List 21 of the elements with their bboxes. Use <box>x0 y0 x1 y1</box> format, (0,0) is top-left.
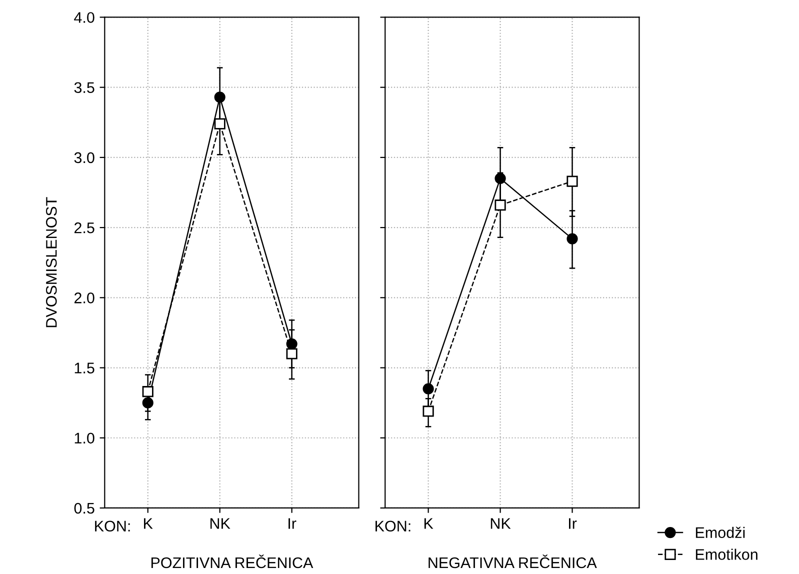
y-tick-label: 4.0 <box>74 12 94 23</box>
x-tick-label: NK <box>490 518 511 529</box>
x-tick-label: Ir <box>288 518 296 529</box>
y-tick-label: 0.5 <box>74 502 94 514</box>
legend-label: Emotikon <box>696 548 758 560</box>
x-axis-title: POZITIVNA REČENICA <box>151 554 314 568</box>
legend-label: Emodži <box>696 526 745 538</box>
y-tick-label: 2.0 <box>74 292 94 304</box>
x-axis-title: NEGATIVNA REČENICA <box>428 554 597 568</box>
x-tick-label: Ir <box>569 518 577 529</box>
text: KON: <box>95 520 130 532</box>
y-tick-label: 3.0 <box>74 152 94 164</box>
y-tick-label: 1.0 <box>74 432 94 444</box>
y-tick-label: 3.5 <box>74 82 94 94</box>
y-tick-label: 1.5 <box>74 362 94 374</box>
x-tick-label: NK <box>210 518 230 529</box>
y-axis-title: DVOSMISLENOST <box>46 197 57 328</box>
y-tick-label: 2.5 <box>74 222 94 234</box>
text: KON: <box>376 520 410 532</box>
x-tick-label: K <box>144 518 153 529</box>
x-tick-label: K <box>424 518 434 529</box>
